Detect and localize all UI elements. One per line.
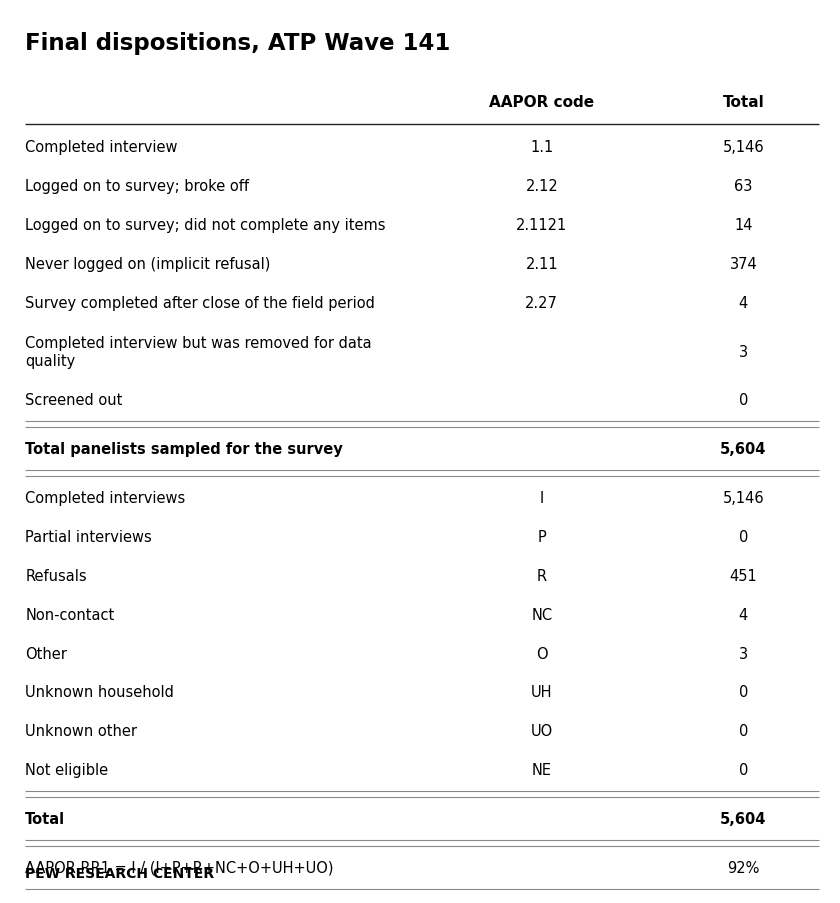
Text: AAPOR code: AAPOR code — [489, 95, 595, 110]
Text: Logged on to survey; did not complete any items: Logged on to survey; did not complete an… — [25, 218, 386, 233]
Text: 2.27: 2.27 — [525, 295, 559, 311]
Text: 3: 3 — [739, 344, 748, 359]
Text: R: R — [537, 568, 547, 583]
Text: Refusals: Refusals — [25, 568, 87, 583]
Text: UH: UH — [531, 684, 553, 700]
Text: 1.1: 1.1 — [530, 140, 554, 155]
Text: 4: 4 — [738, 607, 748, 622]
Text: 2.11: 2.11 — [526, 256, 558, 272]
Text: 2.12: 2.12 — [526, 179, 558, 194]
Text: 63: 63 — [734, 179, 753, 194]
Text: Not eligible: Not eligible — [25, 762, 108, 777]
Text: I: I — [539, 490, 544, 506]
Text: 5,146: 5,146 — [722, 490, 764, 506]
Text: 0: 0 — [738, 684, 748, 700]
Text: O: O — [536, 646, 548, 661]
Text: Unknown other: Unknown other — [25, 723, 137, 739]
Text: 5,146: 5,146 — [722, 140, 764, 155]
Text: Non-contact: Non-contact — [25, 607, 114, 622]
Text: Screened out: Screened out — [25, 393, 123, 408]
Text: 0: 0 — [738, 762, 748, 777]
Text: 374: 374 — [729, 256, 758, 272]
Text: Completed interview: Completed interview — [25, 140, 178, 155]
Text: 0: 0 — [738, 393, 748, 408]
Text: AAPOR RR1 = I / (I+P+R+NC+O+UH+UO): AAPOR RR1 = I / (I+P+R+NC+O+UH+UO) — [25, 860, 333, 875]
Text: Survey completed after close of the field period: Survey completed after close of the fiel… — [25, 295, 375, 311]
Text: 92%: 92% — [727, 860, 759, 875]
Text: 2.1121: 2.1121 — [516, 218, 568, 233]
Text: 5,604: 5,604 — [720, 442, 767, 457]
Text: NC: NC — [531, 607, 553, 622]
Text: Other: Other — [25, 646, 67, 661]
Text: Never logged on (implicit refusal): Never logged on (implicit refusal) — [25, 256, 270, 272]
Text: 451: 451 — [729, 568, 758, 583]
Text: 4: 4 — [738, 295, 748, 311]
Text: UO: UO — [531, 723, 553, 739]
Text: 14: 14 — [734, 218, 753, 233]
Text: Logged on to survey; broke off: Logged on to survey; broke off — [25, 179, 249, 194]
Text: 3: 3 — [739, 646, 748, 661]
Text: PEW RESEARCH CENTER: PEW RESEARCH CENTER — [25, 867, 214, 880]
Text: Unknown household: Unknown household — [25, 684, 174, 700]
Text: Total panelists sampled for the survey: Total panelists sampled for the survey — [25, 442, 343, 457]
Text: Completed interview but was removed for data
quality: Completed interview but was removed for … — [25, 335, 372, 368]
Text: 0: 0 — [738, 723, 748, 739]
Text: 0: 0 — [738, 529, 748, 545]
Text: NE: NE — [532, 762, 552, 777]
Text: Completed interviews: Completed interviews — [25, 490, 186, 506]
Text: Final dispositions, ATP Wave 141: Final dispositions, ATP Wave 141 — [25, 32, 450, 54]
Text: Partial interviews: Partial interviews — [25, 529, 152, 545]
Text: Total: Total — [722, 95, 764, 110]
Text: Total: Total — [25, 811, 66, 826]
Text: P: P — [538, 529, 546, 545]
Text: 5,604: 5,604 — [720, 811, 767, 826]
